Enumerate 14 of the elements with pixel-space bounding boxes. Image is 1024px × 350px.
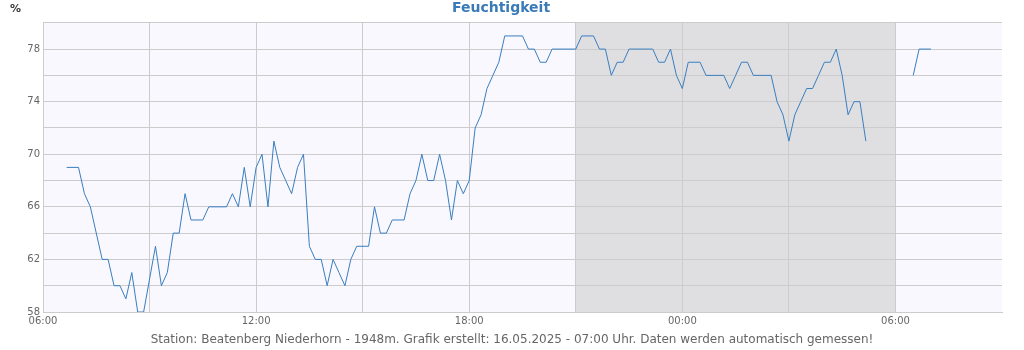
y-tick-label: 58 — [27, 305, 40, 317]
x-tick-label: 06:00 — [28, 314, 58, 326]
x-tick-label: 18:00 — [454, 314, 484, 326]
y-axis-title: % — [10, 1, 22, 15]
chart-title: Feuchtigkeit — [451, 0, 551, 16]
y-tick-label: 74 — [27, 95, 40, 107]
y-tick-label: 78 — [27, 42, 40, 54]
x-tick-label: 12:00 — [241, 314, 271, 326]
y-tick-label: 62 — [27, 253, 40, 265]
x-tick-label: 00:00 — [667, 314, 697, 326]
y-tick-label: 70 — [27, 147, 40, 159]
y-tick-label: 66 — [27, 200, 40, 212]
text: Station: Beatenberg Niederhorn - 1948m. Grafik erstellt: 16.05.2025 - 07:00 Uhr. Daten werden automatisch gemessen! — [150, 332, 874, 347]
x-tick-label: 06:00 — [881, 314, 910, 326]
